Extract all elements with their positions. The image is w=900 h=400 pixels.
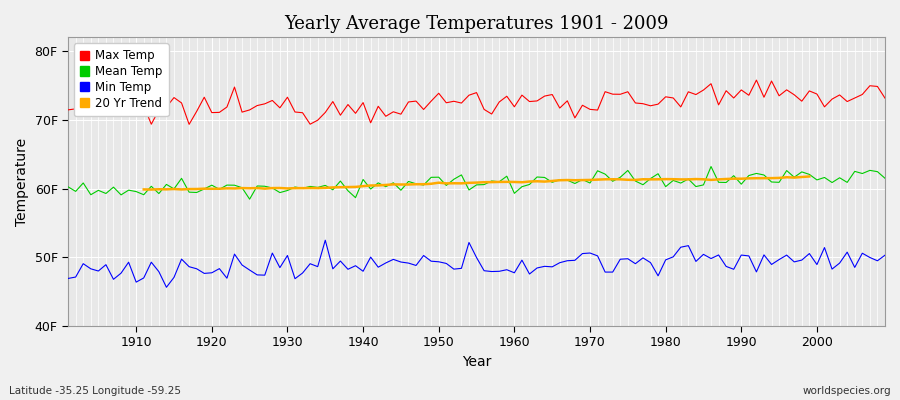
Y-axis label: Temperature: Temperature bbox=[15, 138, 29, 226]
Text: Latitude -35.25 Longitude -59.25: Latitude -35.25 Longitude -59.25 bbox=[9, 386, 181, 396]
X-axis label: Year: Year bbox=[462, 355, 491, 369]
Title: Yearly Average Temperatures 1901 - 2009: Yearly Average Temperatures 1901 - 2009 bbox=[284, 15, 669, 33]
Legend: Max Temp, Mean Temp, Min Temp, 20 Yr Trend: Max Temp, Mean Temp, Min Temp, 20 Yr Tre… bbox=[74, 43, 168, 116]
Text: worldspecies.org: worldspecies.org bbox=[803, 386, 891, 396]
